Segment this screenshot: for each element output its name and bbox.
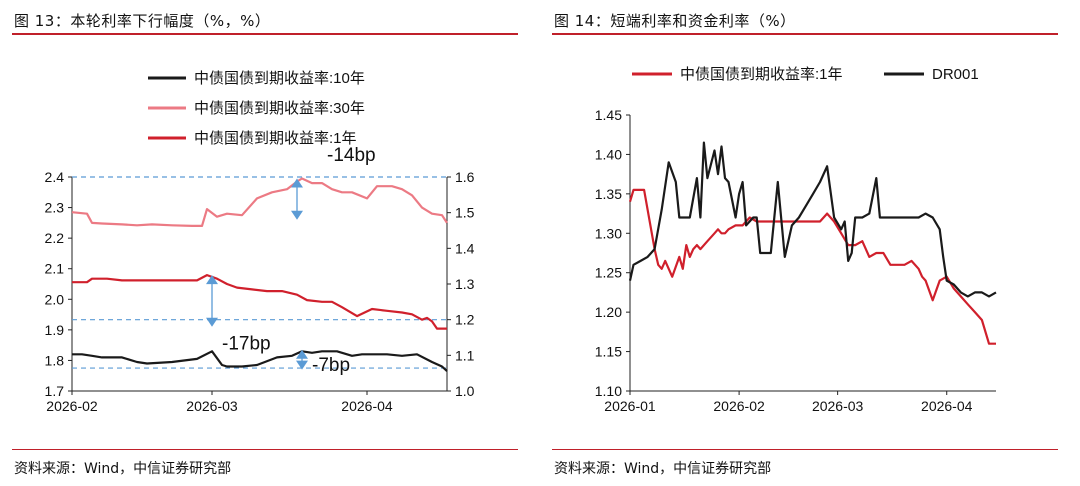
- y-tick-label: 1.35: [595, 186, 622, 202]
- y-left-tick-label: 2.0: [45, 291, 65, 307]
- left-source-note: 资料来源：Wind，中信证券研究部: [14, 461, 232, 477]
- x-tick-label: 2026-02: [713, 398, 765, 414]
- annotation-arrow-up-icon: [296, 349, 308, 359]
- y-tick-label: 1.40: [595, 146, 622, 162]
- series-line-1: [628, 188, 996, 345]
- range-annotation: [296, 349, 308, 370]
- y-right-tick-label: 1.0: [455, 383, 475, 399]
- series-line-3: [72, 274, 447, 330]
- y-left-tick-label: 2.2: [45, 230, 65, 246]
- y-left-tick-label: 1.8: [45, 352, 65, 368]
- right-source-rule: [552, 449, 1058, 450]
- x-tick-label: 2026-04: [921, 398, 973, 414]
- legend-label: 中债国债到期收益率:30年: [194, 100, 365, 117]
- y-left-tick-label: 2.3: [45, 200, 65, 216]
- annotation-arrow-down-icon: [296, 360, 308, 370]
- annotation-arrow-up-icon: [291, 178, 303, 188]
- y-tick-label: 1.20: [595, 304, 622, 320]
- annotation-label: -17bp: [222, 334, 271, 355]
- x-tick-label: 2026-03: [186, 398, 238, 414]
- annotation-arrow-down-icon: [206, 317, 218, 327]
- x-tick-label: 2026-04: [341, 398, 393, 414]
- left-title-rule: [12, 33, 518, 35]
- y-left-tick-label: 1.7: [45, 383, 65, 399]
- annotation-arrow-down-icon: [291, 210, 303, 220]
- x-tick-label: 2026-01: [604, 398, 656, 414]
- series-line-2: [628, 141, 997, 298]
- x-tick-label: 2026-02: [46, 398, 98, 414]
- y-tick-label: 1.10: [595, 383, 622, 399]
- y-left-tick-label: 2.1: [45, 261, 65, 277]
- y-right-tick-label: 1.6: [455, 169, 475, 185]
- right-source-note: 资料来源：Wind，中信证券研究部: [554, 461, 772, 477]
- series-line-1: [72, 350, 448, 372]
- y-tick-label: 1.25: [595, 265, 622, 281]
- y-tick-label: 1.30: [595, 225, 622, 241]
- y-right-tick-label: 1.2: [455, 312, 475, 328]
- range-annotation: [206, 275, 218, 327]
- legend-label: DR001: [932, 66, 979, 83]
- legend-label: 中债国债到期收益率:1年: [680, 66, 843, 83]
- legend-label: 中债国债到期收益率:1年: [194, 130, 357, 147]
- y-right-tick-label: 1.4: [455, 240, 475, 256]
- left-chart-title: 图 13：本轮利率下行幅度（%，%）: [14, 12, 271, 30]
- right-chart-title: 图 14：短端利率和资金利率（%）: [554, 12, 796, 30]
- x-tick-label: 2026-03: [812, 398, 864, 414]
- y-tick-label: 1.15: [595, 344, 622, 360]
- series-line-2: [71, 177, 448, 227]
- y-left-tick-label: 2.4: [45, 169, 65, 185]
- y-right-tick-label: 1.3: [455, 276, 475, 292]
- y-left-tick-label: 1.9: [45, 322, 65, 338]
- annotation-label: -7bp: [312, 355, 350, 376]
- y-right-tick-label: 1.5: [455, 205, 475, 221]
- right-legend: 中债国债到期收益率:1年 DR001: [632, 66, 979, 83]
- range-annotation: [291, 178, 303, 220]
- legend-label: 中债国债到期收益率:10年: [194, 70, 365, 87]
- y-right-tick-label: 1.1: [455, 347, 475, 363]
- y-tick-label: 1.45: [595, 107, 622, 123]
- annotation-label: -14bp: [327, 145, 376, 166]
- right-title-rule: [552, 33, 1058, 35]
- left-source-rule: [12, 449, 518, 450]
- annotation-arrow-up-icon: [206, 275, 218, 285]
